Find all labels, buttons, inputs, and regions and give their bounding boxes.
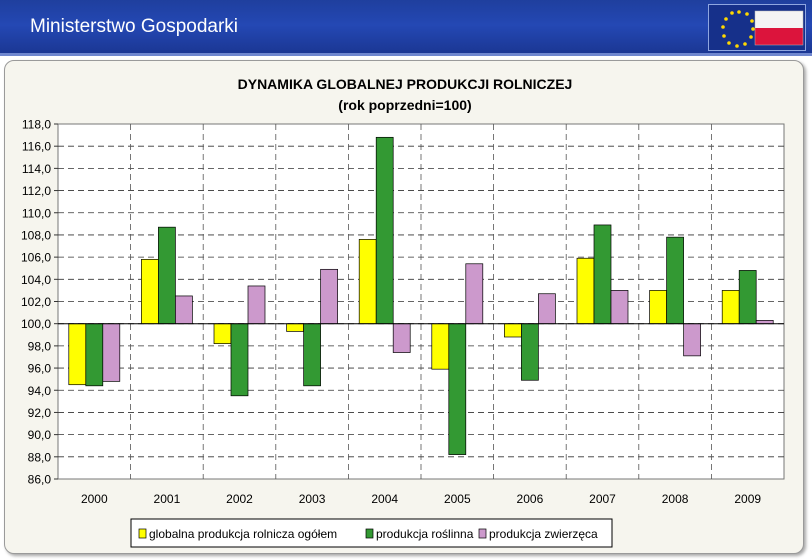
bar <box>158 226 176 325</box>
bar <box>175 295 193 325</box>
bar <box>230 323 249 397</box>
bar <box>721 290 740 325</box>
bar <box>392 323 411 353</box>
x-tick-label: 2009 <box>734 492 761 506</box>
bar <box>576 257 595 325</box>
bar <box>593 224 612 325</box>
x-tick-label: 2002 <box>226 492 253 506</box>
bar <box>738 270 757 325</box>
x-tick-label: 2001 <box>154 492 181 506</box>
header-divider <box>0 53 812 56</box>
bar <box>431 323 450 370</box>
bar <box>610 290 629 325</box>
y-tick-label: 102,0 <box>21 295 51 309</box>
bar <box>286 323 304 332</box>
chart-subtitle: (rok poprzedni=100) <box>338 97 471 113</box>
y-tick-label: 96,0 <box>28 362 52 376</box>
bar <box>68 323 87 386</box>
x-tick-label: 2007 <box>589 492 616 506</box>
bar <box>465 263 484 325</box>
bar <box>102 323 121 382</box>
x-tick-label: 2008 <box>662 492 689 506</box>
y-tick-label: 116,0 <box>22 140 51 154</box>
legend-label: produkcja zwierzęca <box>489 527 598 541</box>
y-tick-label: 100,0 <box>21 317 51 331</box>
y-tick-label: 86,0 <box>28 473 52 487</box>
bar <box>213 323 232 345</box>
bar <box>141 258 159 325</box>
bar <box>448 323 467 455</box>
legend-swatch <box>478 528 487 539</box>
bar <box>358 239 377 325</box>
y-tick-label: 94,0 <box>28 384 52 398</box>
x-tick-label: 2000 <box>81 492 108 506</box>
bar <box>504 323 522 338</box>
bar <box>375 136 394 325</box>
bar <box>247 285 266 325</box>
y-tick-label: 106,0 <box>21 251 51 265</box>
legend-swatch <box>365 528 374 539</box>
legend-label: globalna produkcja rolnicza ogółem <box>149 527 337 541</box>
eu-poland-flag-icon <box>708 4 806 51</box>
y-tick-label: 88,0 <box>28 450 52 464</box>
chart-title: DYNAMIKA GLOBALNEJ PRODUKCJI ROLNICZEJ <box>238 76 573 92</box>
bar <box>303 323 321 387</box>
y-tick-label: 98,0 <box>28 339 52 353</box>
y-tick-label: 108,0 <box>21 228 51 242</box>
x-tick-label: 2005 <box>444 492 471 506</box>
chart-legend: globalna produkcja rolnicza ogółem produk… <box>130 518 613 548</box>
x-tick-label: 2003 <box>299 492 326 506</box>
bar <box>666 236 684 325</box>
y-tick-label: 110,0 <box>22 206 51 220</box>
bar <box>683 323 701 357</box>
bar <box>538 293 556 325</box>
bar <box>521 323 539 381</box>
app-title: Ministerstwo Gospodarki <box>30 16 239 37</box>
y-tick-label: 104,0 <box>21 273 51 287</box>
legend-label: produkcja roślinna <box>376 527 474 541</box>
bar <box>649 290 667 325</box>
y-tick-label: 114,0 <box>22 162 51 176</box>
y-tick-label: 92,0 <box>28 406 52 420</box>
y-tick-label: 90,0 <box>28 428 52 442</box>
legend-swatch <box>138 528 147 539</box>
x-tick-label: 2004 <box>371 492 398 506</box>
bar <box>85 323 104 387</box>
header-bar: Ministerstwo Gospodarki <box>0 0 812 56</box>
x-tick-label: 2006 <box>517 492 544 506</box>
bar <box>320 268 338 325</box>
y-tick-label: 112,0 <box>22 184 51 198</box>
y-tick-label: 118,0 <box>22 118 51 132</box>
